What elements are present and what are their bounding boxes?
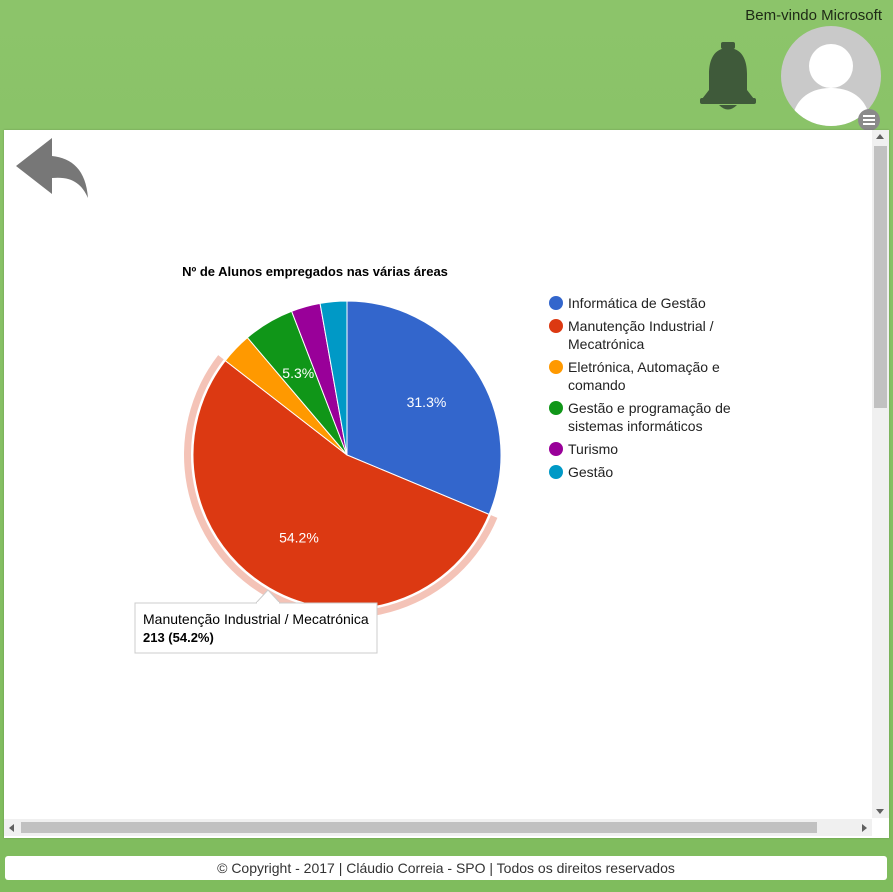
user-avatar[interactable] [781, 26, 881, 126]
legend-label[interactable]: Mecatrónica [568, 336, 644, 352]
legend-marker[interactable] [549, 465, 563, 479]
vertical-scrollbar[interactable] [872, 130, 889, 818]
horizontal-scrollbar[interactable] [4, 819, 872, 836]
user-avatar-icon [791, 44, 871, 126]
legend-label[interactable]: Informática de Gestão [568, 295, 706, 311]
tooltip-value: 213 (54.2%) [143, 630, 214, 645]
pie-slice[interactable] [346, 300, 502, 516]
legend-label[interactable]: Turismo [568, 441, 618, 457]
legend-label[interactable]: comando [568, 377, 626, 393]
legend-marker[interactable] [549, 296, 563, 310]
scroll-up-icon[interactable] [876, 134, 884, 139]
slice-percent-label: 54.2% [279, 529, 319, 545]
scroll-down-icon[interactable] [876, 809, 884, 814]
footer-copyright: © Copyright - 2017 | Cláudio Correia - S… [5, 856, 887, 880]
legend-label[interactable]: Manutenção Industrial / [568, 318, 714, 334]
legend-marker[interactable] [549, 360, 563, 374]
content-panel: Nº de Alunos empregados nas várias áreas… [4, 130, 889, 838]
scroll-right-icon[interactable] [862, 824, 867, 832]
vertical-scroll-thumb[interactable] [874, 146, 887, 408]
chart-tooltip: Manutenção Industrial / Mecatrónica 213 … [134, 589, 378, 654]
legend-marker[interactable] [549, 319, 563, 333]
chart-title: Nº de Alunos empregados nas várias áreas [182, 264, 448, 279]
pie-slice[interactable] [319, 300, 348, 456]
bell-icon[interactable] [697, 42, 759, 112]
slice-percent-label: 31.3% [407, 394, 447, 410]
legend-label[interactable]: Gestão e programação de [568, 400, 731, 416]
back-arrow-icon[interactable] [16, 138, 90, 200]
legend-label[interactable]: Eletrónica, Automação e [568, 359, 720, 375]
scroll-left-icon[interactable] [9, 824, 14, 832]
slice-percent-label: 5.3% [282, 365, 314, 381]
legend-label[interactable]: Gestão [568, 464, 613, 480]
legend-marker[interactable] [549, 442, 563, 456]
legend-marker[interactable] [549, 401, 563, 415]
tooltip-label: Manutenção Industrial / Mecatrónica [143, 611, 369, 627]
welcome-text: Bem-vindo Microsoft [745, 7, 882, 24]
legend-label[interactable]: sistemas informáticos [568, 418, 703, 434]
horizontal-scroll-thumb[interactable] [21, 822, 817, 833]
pie-chart: Nº de Alunos empregados nas várias áreas… [134, 264, 731, 654]
hamburger-menu-icon[interactable] [858, 109, 880, 131]
pie-slice[interactable] [192, 359, 490, 610]
